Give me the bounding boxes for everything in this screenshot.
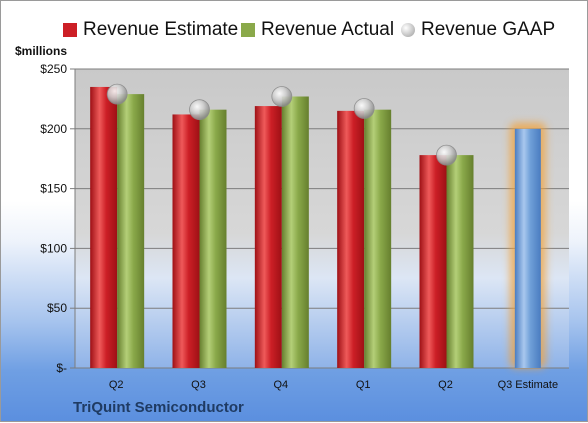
x-tick-label: Q2 [109, 379, 124, 391]
y-tick-label: $100 [40, 241, 67, 255]
y-tick-label: $50 [47, 301, 67, 315]
bar-revenue-estimate [419, 155, 447, 368]
bar-revenue-estimate [90, 86, 118, 368]
bar-revenue-estimate [172, 114, 200, 368]
x-tick-label: Q3 [191, 379, 206, 391]
bar-revenue-actual [446, 155, 474, 368]
company-name: TriQuint Semiconductor [73, 399, 244, 416]
legend-item-gaap: Revenue GAAP [401, 19, 555, 41]
bar-revenue-actual [281, 96, 309, 369]
legend-item-actual: Revenue Actual [241, 19, 394, 41]
legend-marker-gaap [401, 23, 415, 37]
y-tick-label: $200 [40, 122, 67, 136]
marker-revenue-gaap [106, 83, 128, 105]
marker-revenue-gaap [189, 99, 210, 121]
legend: Revenue Estimate Revenue Actual Revenue … [1, 15, 588, 45]
bar-revenue-actual [364, 109, 392, 368]
legend-item-estimate: Revenue Estimate [63, 19, 238, 41]
x-tick-label: Q1 [356, 379, 371, 391]
y-tick-label: $- [56, 361, 67, 375]
marker-revenue-gaap [271, 86, 293, 107]
legend-swatch-estimate [63, 23, 77, 37]
plot-area [75, 69, 569, 368]
bar-revenue-forecast [514, 128, 541, 368]
bar-revenue-estimate [254, 106, 282, 369]
x-tick-label: Q2 [438, 379, 453, 391]
bar-revenue-actual [117, 94, 145, 368]
y-axis-unit-label: $millions [15, 44, 68, 58]
legend-label-actual: Revenue Actual [261, 19, 395, 40]
legend-swatch-actual [241, 23, 255, 37]
x-tick-label: Q3 Estimate [498, 379, 559, 391]
y-tick-label: $250 [40, 62, 67, 76]
y-tick-label: $150 [40, 182, 67, 196]
legend-label-gaap: Revenue GAAP [421, 19, 556, 40]
marker-revenue-gaap [436, 144, 457, 166]
legend-label-estimate: Revenue Estimate [83, 19, 239, 40]
bar-revenue-actual [199, 109, 227, 368]
marker-revenue-gaap [353, 98, 375, 119]
x-tick-label: Q4 [273, 379, 288, 391]
bar-revenue-estimate [337, 110, 365, 369]
